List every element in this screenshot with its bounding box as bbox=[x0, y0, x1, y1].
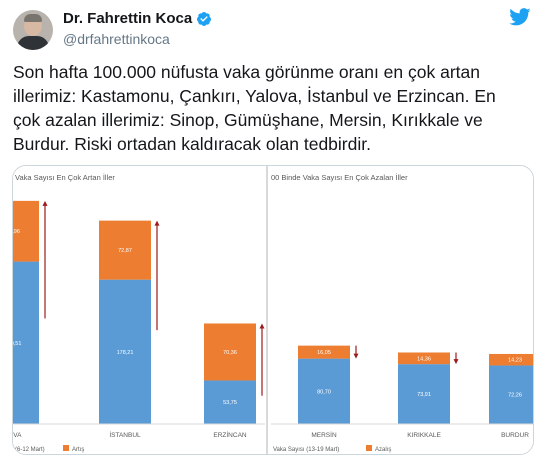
bar-base-label: 73,91 bbox=[417, 392, 431, 398]
bar-base bbox=[298, 358, 350, 424]
bar-change bbox=[489, 353, 533, 366]
twitter-bird-icon[interactable] bbox=[509, 8, 531, 26]
bar-base bbox=[204, 380, 256, 424]
tweet-line: çok azalan illerimiz: Sinop, Gümüşhane, … bbox=[13, 110, 483, 130]
category-label: LOVA bbox=[13, 432, 22, 439]
trend-down-arrowhead bbox=[353, 353, 359, 359]
left-chart-bars: 200,51 74,96 LOVA 178,21 72,87 İSTANBUL 53,75 7… bbox=[13, 200, 265, 439]
bar-base-label: 178,21 bbox=[117, 350, 134, 356]
category-label: KIRIKKALE bbox=[407, 432, 441, 439]
bar-base-label: 72,26 bbox=[508, 393, 522, 399]
bar-change-label: 16,05 bbox=[317, 350, 331, 356]
bar-change-label: 14,23 bbox=[508, 358, 522, 364]
avatar[interactable] bbox=[13, 10, 53, 50]
chart-image: Vaka Sayısı En Çok Artan İller 00 Binde … bbox=[13, 166, 533, 454]
bar-base-label: 80,70 bbox=[317, 389, 331, 395]
trend-up-arrowhead bbox=[42, 200, 48, 206]
left-legend-text: (6-12 Mart) bbox=[15, 447, 45, 453]
tweet-line: Son hafta 100.000 nüfusta vaka görünme o… bbox=[13, 62, 480, 82]
bar-change-label: 14,36 bbox=[417, 356, 431, 362]
category-label: İSTANBUL bbox=[109, 430, 141, 439]
verified-badge-icon bbox=[197, 11, 212, 26]
author-handle[interactable]: @drfahrettinkoca bbox=[63, 31, 170, 47]
right-chart-title: 00 Binde Vaka Sayısı En Çok Azalan İller bbox=[271, 173, 408, 182]
tweet-text: Son hafta 100.000 nüfusta vaka görünme o… bbox=[13, 60, 533, 156]
left-legend-swatch bbox=[63, 445, 69, 451]
bar-change bbox=[298, 345, 350, 359]
left-chart-title: Vaka Sayısı En Çok Artan İller bbox=[15, 173, 115, 182]
bar-change-label: 72,87 bbox=[118, 248, 132, 254]
bar-change bbox=[99, 220, 151, 280]
author-row: Dr. Fahrettin Koca bbox=[63, 10, 212, 27]
right-legend-swatch bbox=[366, 445, 372, 451]
left-legend-change: Artış bbox=[72, 447, 84, 453]
trend-up-arrowhead bbox=[154, 220, 160, 226]
bar-change bbox=[204, 323, 256, 381]
bar-base bbox=[99, 279, 151, 424]
bar-change-label: 70,36 bbox=[223, 350, 237, 356]
right-legend-base: Vaka Sayısı (13-19 Mart) bbox=[273, 447, 339, 453]
bar-base bbox=[13, 261, 39, 424]
right-legend-change: Azalış bbox=[375, 447, 391, 453]
bar-change bbox=[398, 352, 450, 365]
bar-change-label: 74,96 bbox=[13, 229, 20, 235]
bar-base-label: 200,51 bbox=[13, 341, 21, 347]
avatar-suit bbox=[17, 36, 49, 50]
trend-down-arrowhead bbox=[453, 359, 459, 365]
avatar-hair bbox=[24, 14, 42, 22]
tweet-media[interactable]: Vaka Sayısı En Çok Artan İller 00 Binde … bbox=[12, 165, 534, 455]
right-chart-bars: 80,70 16,05 MERSİN 73,91 14,36 KIRIKKALE 72,26… bbox=[298, 345, 533, 439]
category-label: MERSİN bbox=[311, 430, 337, 439]
tweet-line: illerimiz: Kastamonu, Çankırı, Yalova, İ… bbox=[13, 86, 496, 106]
category-label: BURDUR bbox=[501, 432, 529, 439]
category-label: ERZİNCAN bbox=[213, 430, 247, 439]
author-name[interactable]: Dr. Fahrettin Koca bbox=[63, 10, 193, 27]
tweet-line: Burdur. Riski ortadan kaldıracak olan te… bbox=[13, 134, 371, 154]
bar-base bbox=[489, 365, 533, 424]
bar-base bbox=[398, 364, 450, 424]
trend-up-arrowhead bbox=[259, 323, 265, 329]
bar-change bbox=[13, 200, 39, 262]
bar-base-label: 53,75 bbox=[223, 400, 237, 406]
